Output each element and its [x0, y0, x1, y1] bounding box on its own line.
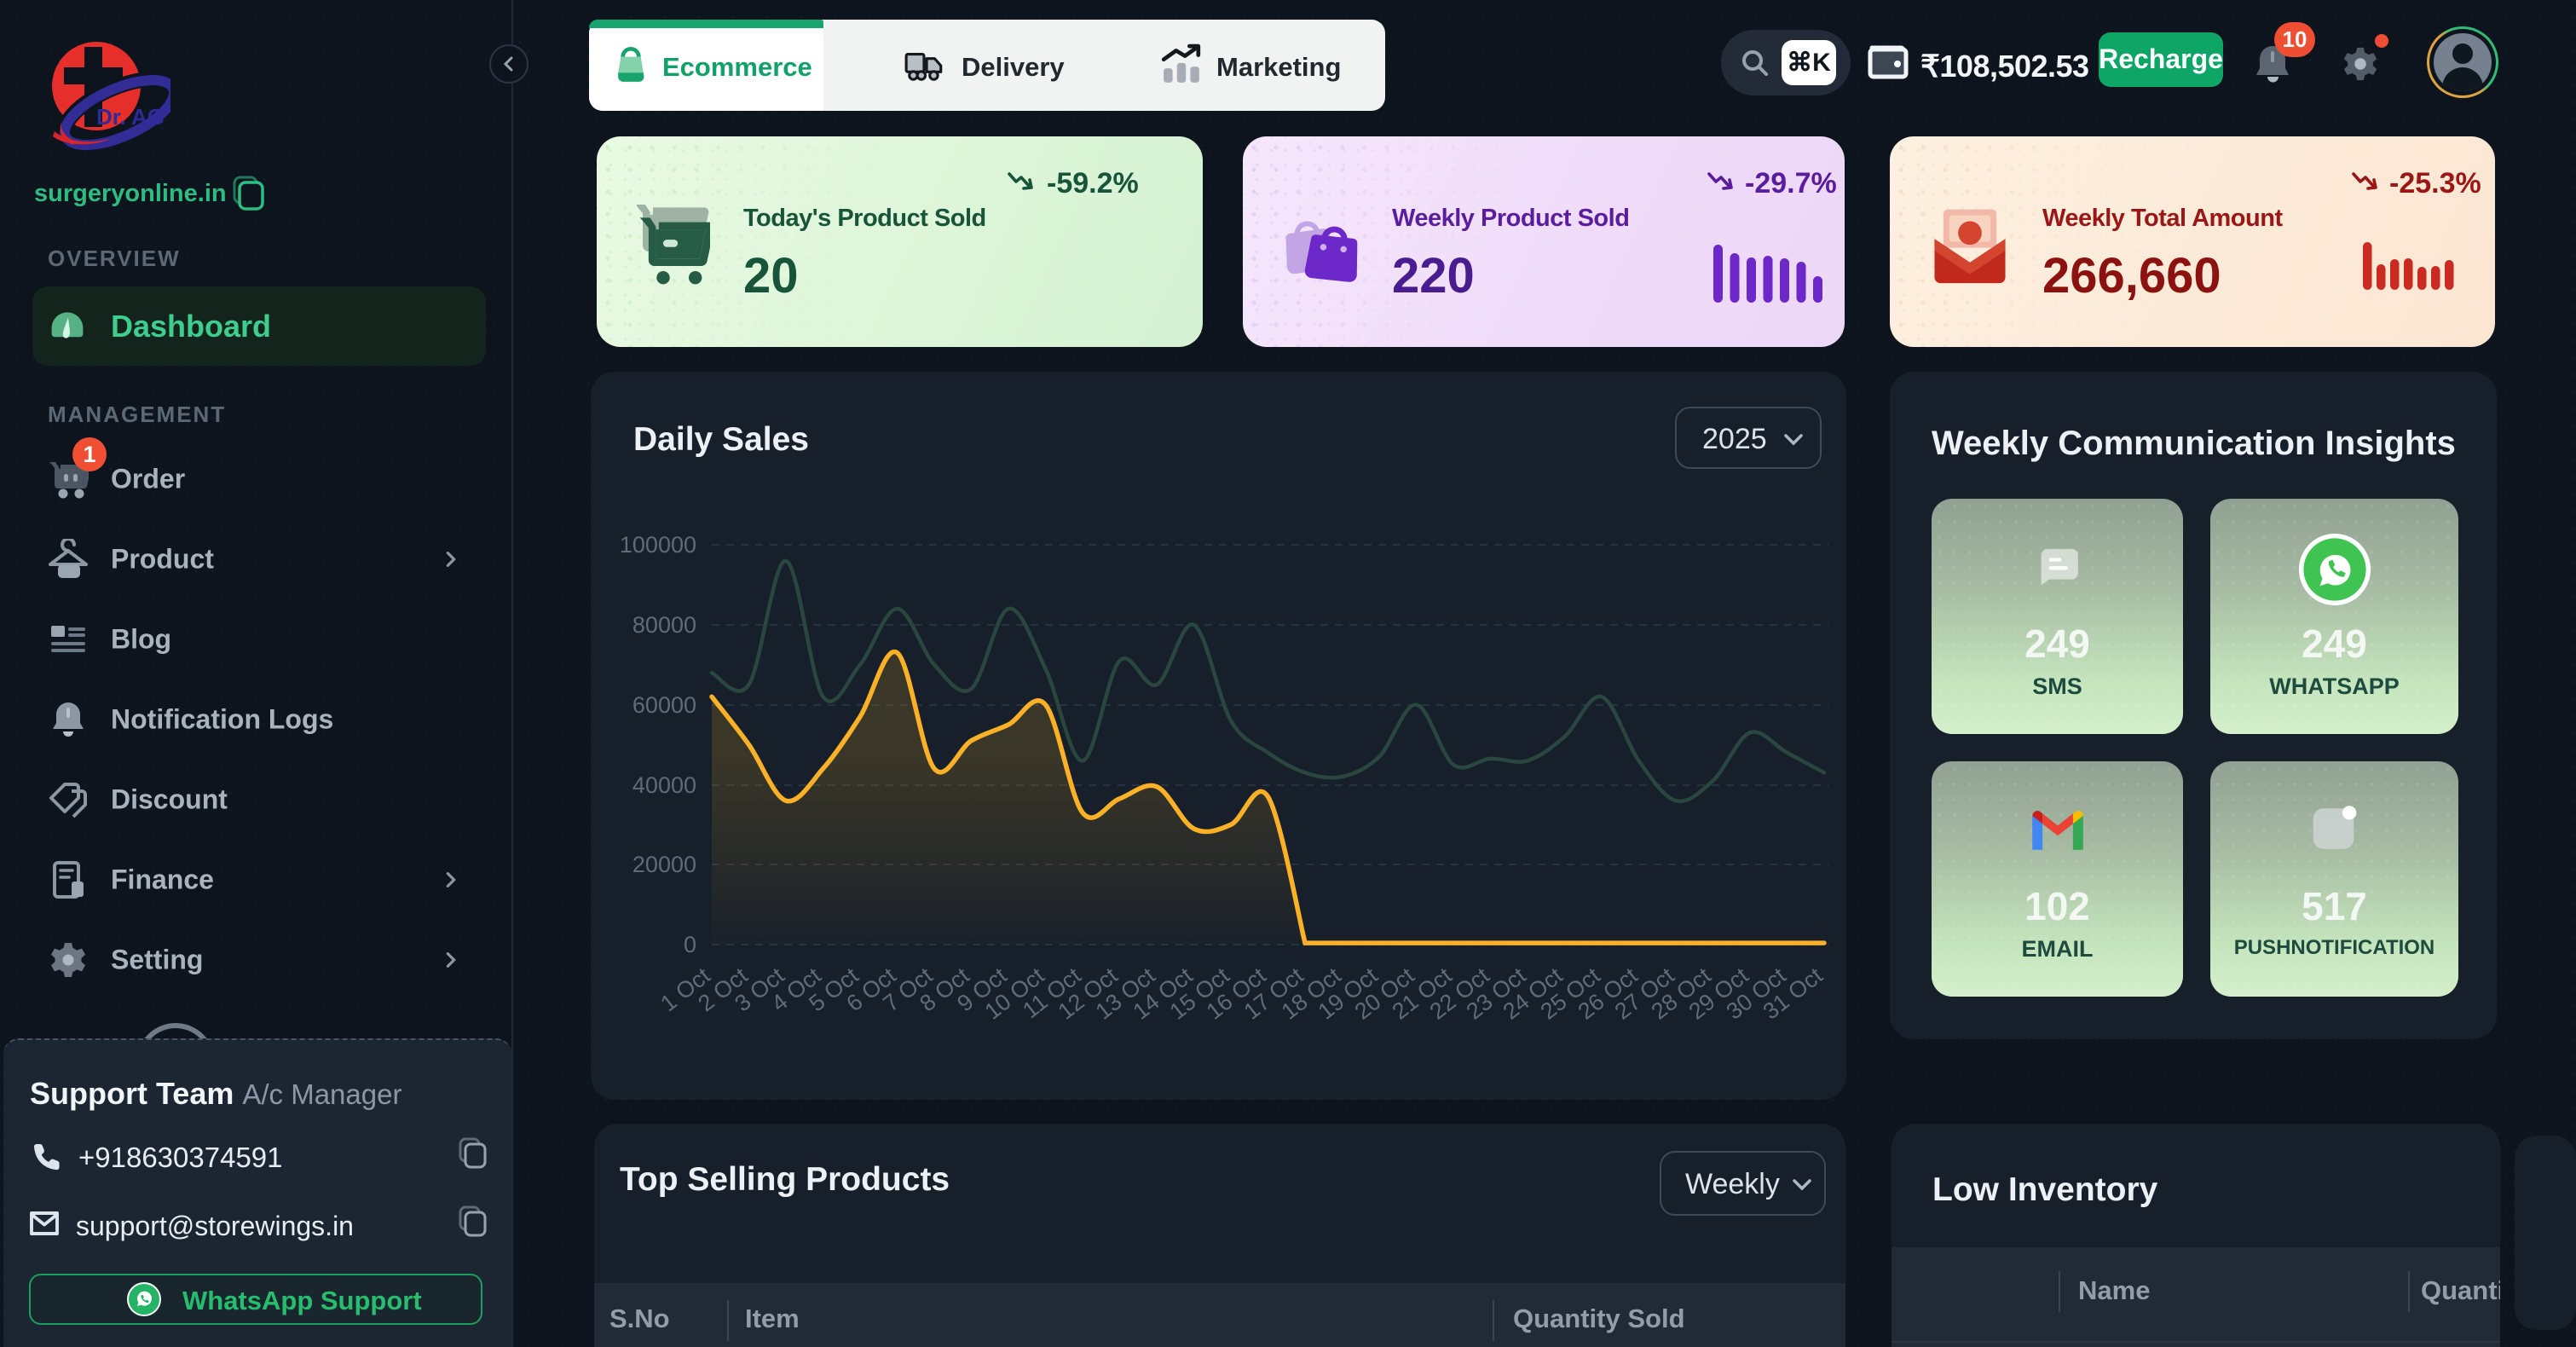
svg-text:0: 0 — [684, 932, 696, 957]
svg-text:20000: 20000 — [632, 852, 696, 877]
svg-text:60000: 60000 — [632, 692, 696, 718]
svg-text:40000: 40000 — [632, 772, 696, 798]
svg-text:80000: 80000 — [632, 612, 696, 638]
svg-text:Dr. AG: Dr. AG — [96, 104, 165, 130]
svg-text:100000: 100000 — [620, 532, 696, 558]
